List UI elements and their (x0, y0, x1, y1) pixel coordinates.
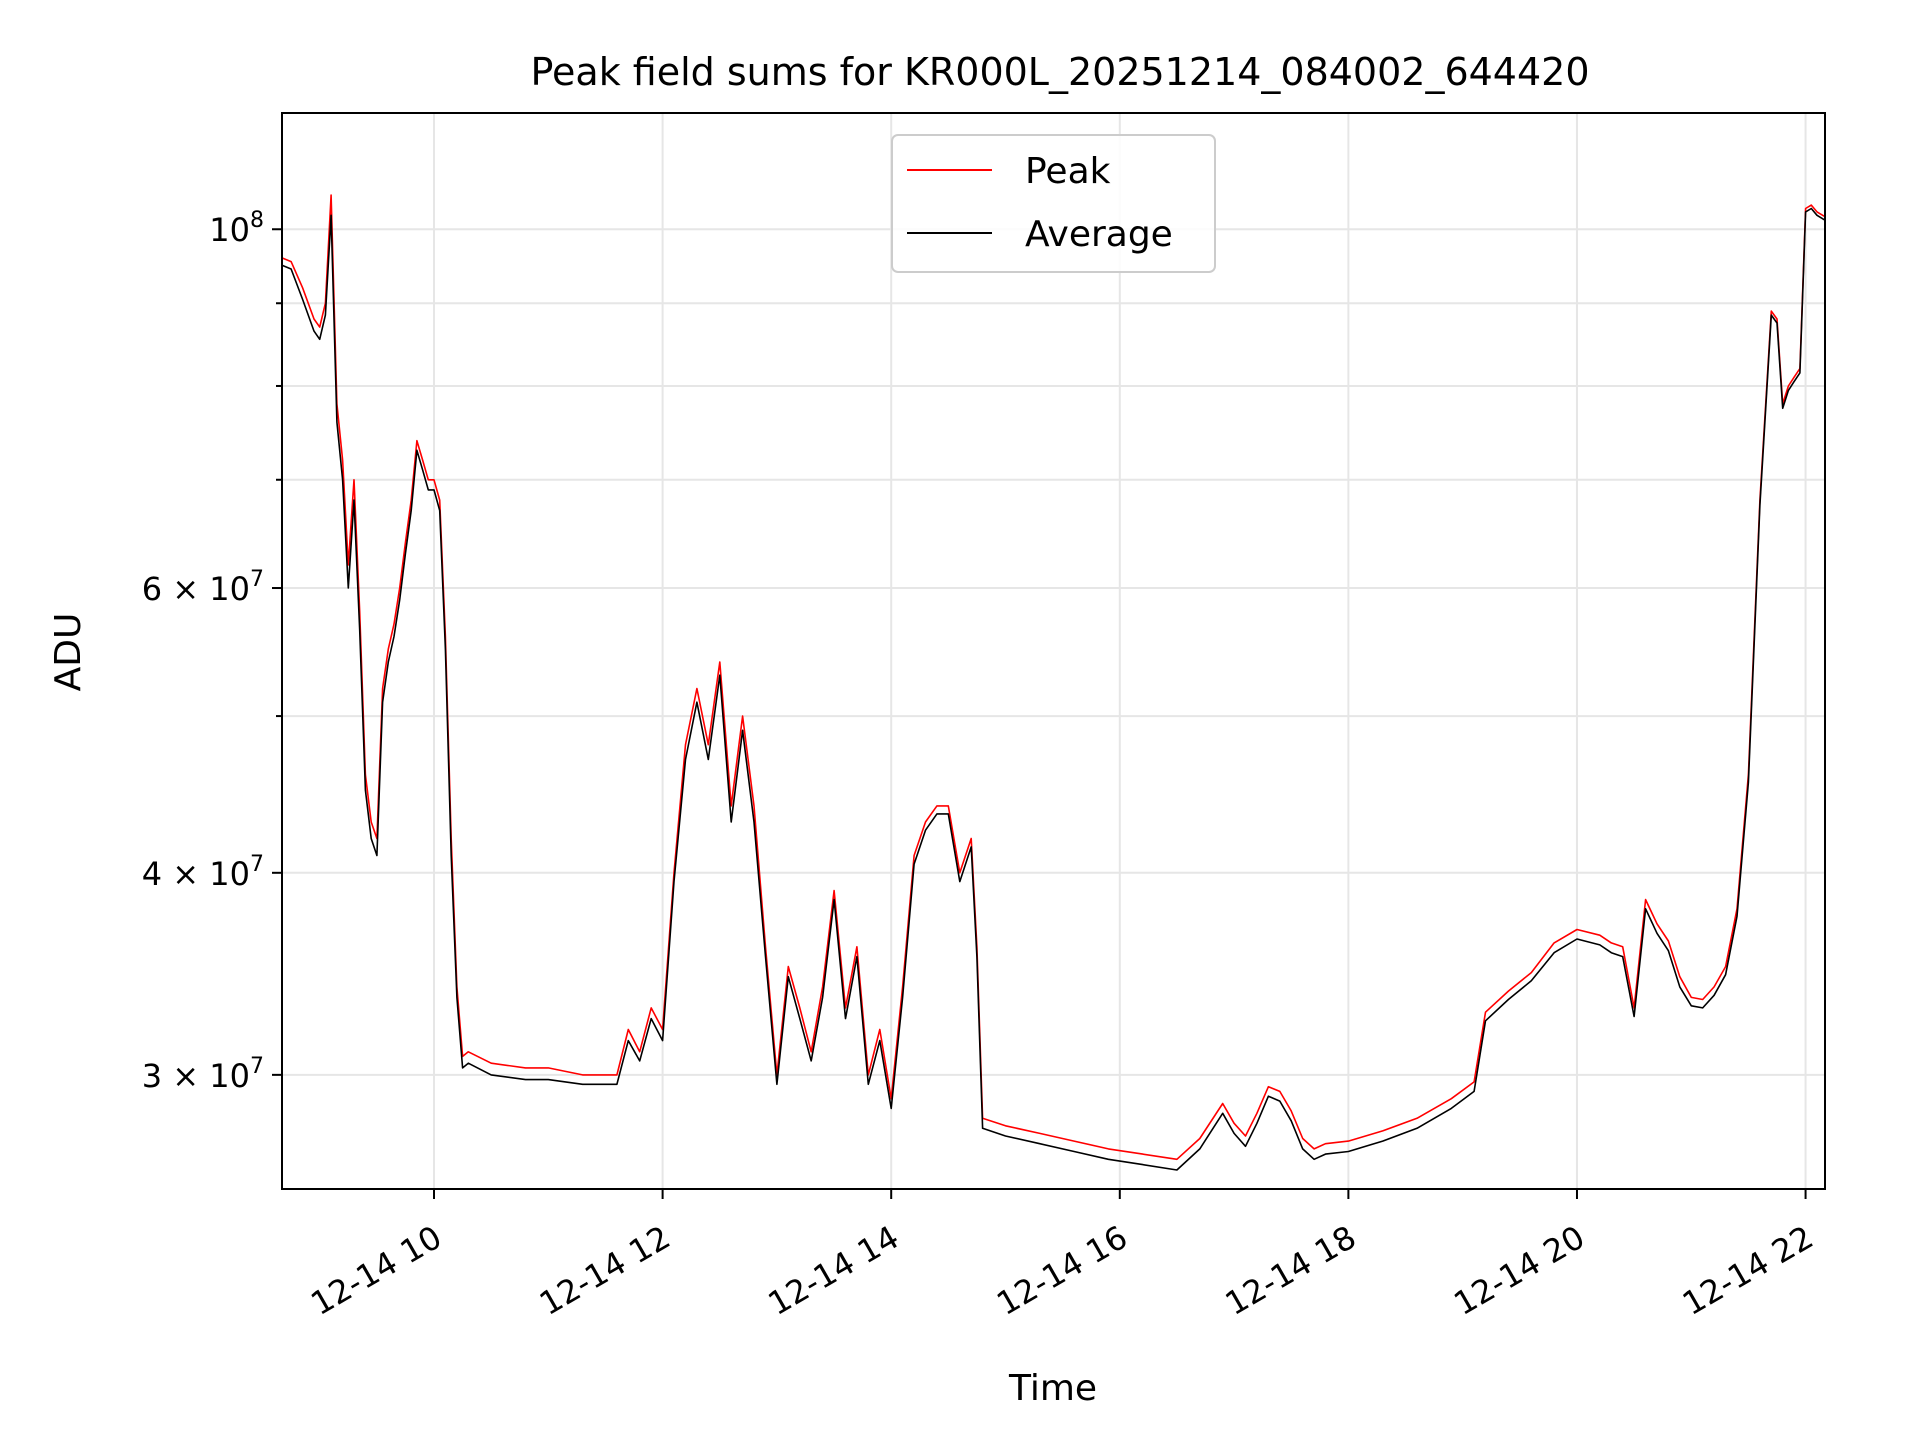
legend-label-average: Average (1025, 214, 1173, 255)
series-lines (282, 194, 1825, 1171)
legend-label-peak: Peak (1025, 151, 1111, 192)
y-tick-label: 3 × 107 (142, 1054, 264, 1095)
plot-frame (281, 112, 1826, 1190)
grid-lines (282, 113, 1825, 1189)
y-tick-label: 4 × 107 (142, 852, 264, 893)
y-tick-label: 108 (209, 208, 264, 249)
y-tick-label: 6 × 107 (142, 567, 264, 608)
y-axis-label: ADU (48, 613, 89, 692)
legend: Peak Average (891, 134, 1216, 273)
chart-title: Peak field sums for KR000L_20251214_0840… (530, 50, 1589, 94)
series-line-average (282, 207, 1825, 1171)
series-line-peak (282, 194, 1825, 1161)
x-axis-label: Time (1008, 1368, 1097, 1409)
